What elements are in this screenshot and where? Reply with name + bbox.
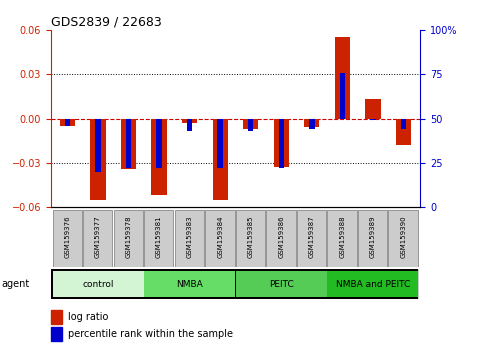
Bar [156, 119, 162, 168]
FancyBboxPatch shape [205, 210, 235, 267]
FancyBboxPatch shape [327, 210, 356, 267]
Bar [95, 119, 101, 172]
Bar [335, 38, 350, 119]
Text: GSM159385: GSM159385 [248, 216, 254, 258]
Text: agent: agent [1, 279, 29, 289]
Bar [370, 119, 376, 120]
FancyBboxPatch shape [358, 210, 387, 267]
FancyBboxPatch shape [236, 210, 265, 267]
Bar [340, 73, 345, 119]
Bar [126, 119, 131, 168]
Bar [187, 119, 192, 131]
FancyBboxPatch shape [297, 210, 326, 267]
Text: percentile rank within the sample: percentile rank within the sample [68, 329, 233, 339]
Text: GSM159389: GSM159389 [370, 216, 376, 258]
Bar [274, 119, 289, 167]
FancyBboxPatch shape [266, 210, 296, 267]
FancyBboxPatch shape [144, 210, 173, 267]
FancyBboxPatch shape [83, 210, 113, 267]
Bar [51, 327, 62, 341]
Text: PEITC: PEITC [269, 280, 294, 289]
Bar [152, 119, 167, 195]
Text: log ratio: log ratio [68, 312, 109, 322]
Text: GSM159378: GSM159378 [126, 216, 131, 258]
Text: GSM159383: GSM159383 [186, 216, 193, 258]
Bar [309, 119, 314, 129]
FancyBboxPatch shape [53, 210, 82, 267]
FancyBboxPatch shape [144, 271, 235, 297]
Bar [121, 119, 136, 169]
FancyBboxPatch shape [236, 271, 327, 297]
Text: GDS2839 / 22683: GDS2839 / 22683 [51, 16, 161, 29]
Bar [182, 119, 197, 123]
Bar [248, 119, 254, 131]
Bar [401, 119, 406, 129]
Text: GSM159390: GSM159390 [400, 216, 406, 258]
Text: GSM159381: GSM159381 [156, 216, 162, 258]
Text: GSM159384: GSM159384 [217, 216, 223, 258]
Bar [243, 119, 258, 129]
Bar [279, 119, 284, 168]
FancyBboxPatch shape [388, 210, 418, 267]
Text: GSM159376: GSM159376 [65, 216, 71, 258]
Bar [51, 310, 62, 324]
Bar [90, 119, 106, 200]
Text: GSM159377: GSM159377 [95, 216, 101, 258]
Text: GSM159388: GSM159388 [340, 216, 345, 258]
Text: NMBA and PEITC: NMBA and PEITC [336, 280, 410, 289]
Text: GSM159386: GSM159386 [278, 216, 284, 258]
Bar [65, 119, 70, 126]
Text: GSM159387: GSM159387 [309, 216, 315, 258]
Text: control: control [82, 280, 114, 289]
FancyBboxPatch shape [114, 210, 143, 267]
Text: NMBA: NMBA [176, 280, 203, 289]
FancyBboxPatch shape [175, 210, 204, 267]
Bar [396, 119, 411, 145]
Bar [213, 119, 228, 200]
Bar [304, 119, 319, 127]
Bar [60, 119, 75, 126]
Bar [217, 119, 223, 168]
FancyBboxPatch shape [327, 271, 418, 297]
FancyBboxPatch shape [53, 271, 143, 297]
Bar [365, 99, 381, 119]
